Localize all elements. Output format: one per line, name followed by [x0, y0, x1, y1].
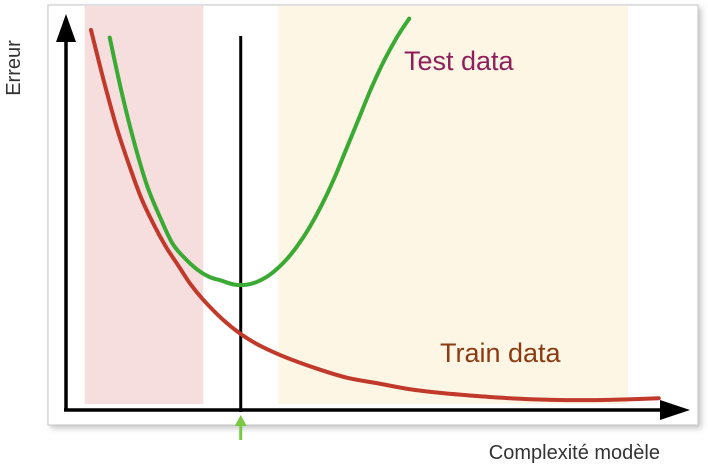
y-axis-arrow	[56, 14, 76, 42]
series-line-train	[89, 28, 661, 403]
series-label-test: Test data	[404, 46, 515, 76]
regions-layer	[84, 6, 628, 404]
series-line-test	[107, 16, 412, 288]
x-axis-label: Complexité modèle	[489, 442, 660, 464]
region-overfit	[278, 6, 628, 404]
optimum-marker-arrow	[234, 415, 247, 426]
marker-layer	[234, 415, 247, 440]
x-axis-arrow	[660, 400, 690, 420]
series-label-train: Train data	[440, 338, 562, 368]
axes-layer	[56, 14, 690, 420]
series-layer	[89, 16, 661, 403]
y-axis-label: Erreur	[3, 40, 25, 96]
